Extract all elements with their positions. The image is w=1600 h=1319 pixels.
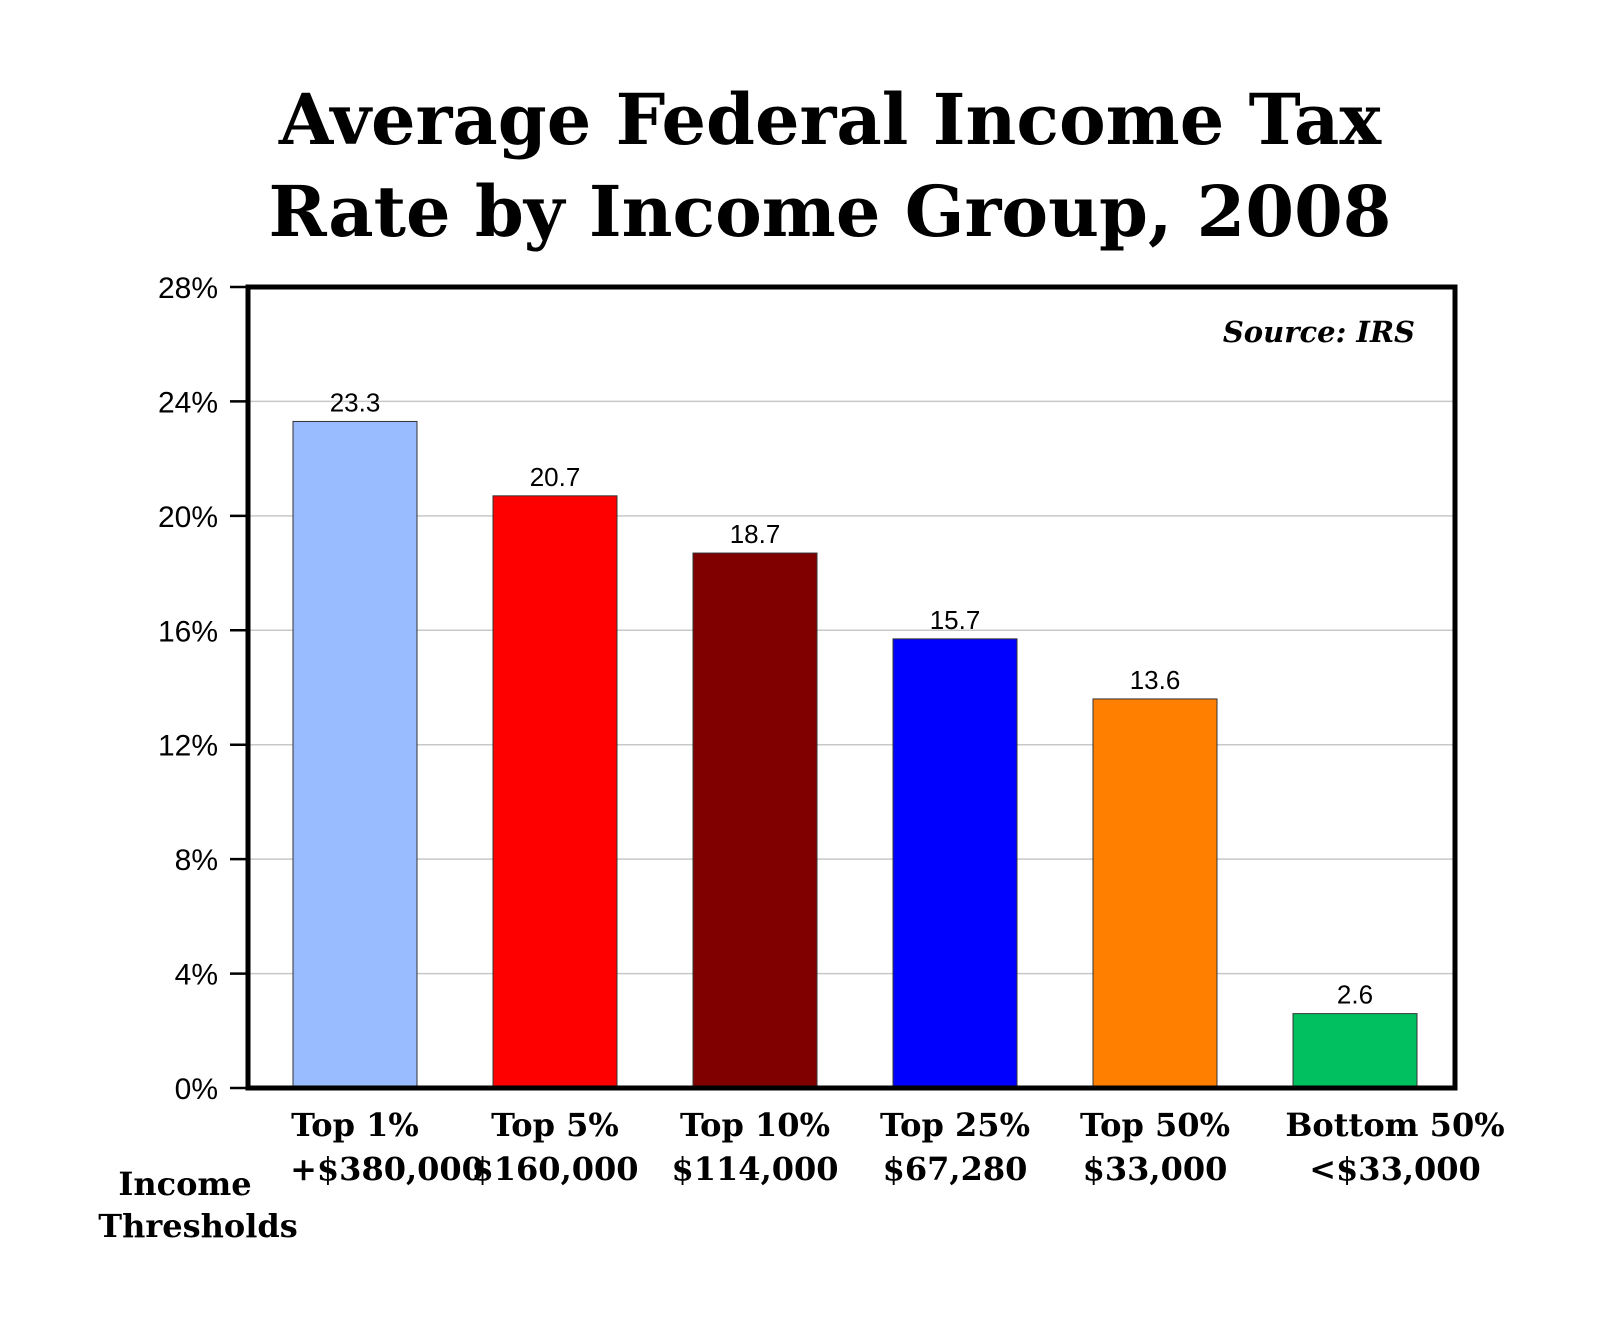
x-category-label: Top 25% (880, 1106, 1030, 1144)
data-label: 23.3 (330, 387, 381, 417)
y-tick-label: 0% (175, 1073, 218, 1106)
x-category-label: Top 50% (1080, 1106, 1230, 1144)
y-tick-label: 8% (175, 844, 218, 877)
y-tick-label: 12% (158, 730, 218, 763)
chart-title-line-1: Average Federal Income Tax (278, 78, 1383, 161)
y-tick-label: 24% (158, 386, 218, 419)
bar (692, 552, 818, 1089)
x-category-label: Top 10% (680, 1106, 830, 1144)
source-note: Source: IRS (1223, 315, 1415, 349)
x-threshold-label: +$380,000 (290, 1150, 484, 1188)
y-tick-label: 28% (158, 272, 218, 305)
data-labels: 23.3 20.7 18.7 15.7 13.6 2.6 (330, 387, 1373, 1009)
x-category-label: Top 5% (491, 1106, 619, 1144)
threshold-label-line-1: Income (118, 1165, 251, 1203)
chart-title-line-2: Rate by Income Group, 2008 (268, 170, 1391, 253)
bar (1092, 698, 1218, 1089)
data-label: 20.7 (530, 462, 581, 492)
bar (892, 638, 1018, 1089)
threshold-label-line-2: Thresholds (98, 1207, 297, 1245)
x-category-label: Top 1% (291, 1106, 419, 1144)
x-threshold-label: <$33,000 (1309, 1150, 1481, 1188)
gridlines (248, 400, 1455, 975)
y-axis: 0% 4% 8% 12% 16% 20% 24% 28% (158, 272, 248, 1106)
y-tick-label: 20% (158, 501, 218, 534)
x-threshold-label: $160,000 (472, 1150, 639, 1188)
x-threshold-label: $67,280 (883, 1150, 1028, 1188)
x-threshold-label: $33,000 (1083, 1150, 1228, 1188)
plot-frame (245, 284, 1458, 1091)
y-tick-label: 4% (175, 959, 218, 992)
bar (492, 495, 618, 1089)
bars (292, 420, 1418, 1089)
data-label: 2.6 (1337, 980, 1373, 1010)
x-category-label: Bottom 50% (1285, 1106, 1504, 1144)
bar (292, 420, 418, 1089)
x-threshold-label: $114,000 (672, 1150, 839, 1188)
data-label: 15.7 (930, 605, 981, 635)
data-label: 13.6 (1130, 665, 1181, 695)
data-label: 18.7 (730, 519, 781, 549)
bar (1292, 1013, 1418, 1089)
y-tick-label: 16% (158, 615, 218, 648)
